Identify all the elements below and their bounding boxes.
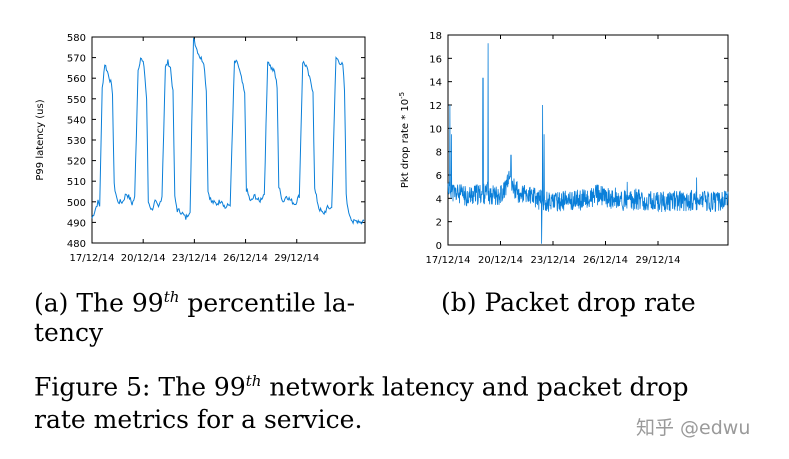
chart-a-series-line xyxy=(91,37,365,225)
chart-a-ytick-label: 490 xyxy=(67,218,86,229)
chart-a-xtick-label: 23/12/14 xyxy=(172,253,217,264)
chart-a-ytick-label: 480 xyxy=(67,239,86,250)
chart-b-x-ticks: 17/12/14 20/12/14 23/12/14 26/12/14 29/12/14 xyxy=(426,35,681,266)
chart-a-ytick-label: 550 xyxy=(67,95,86,106)
chart-a-xtick-label: 17/12/14 xyxy=(70,253,115,264)
subcaption-a: (a) The 99th percentile la- xyxy=(34,288,356,318)
chart-b-ytick-label: 14 xyxy=(429,78,442,89)
chart-a-xtick-label: 26/12/14 xyxy=(223,253,268,264)
chart-b-y-ticks: 0 2 4 6 8 10 12 14 16 18 xyxy=(429,31,728,252)
chart-b-ytick-label: 6 xyxy=(436,171,442,182)
chart-b-xtick-label: 26/12/14 xyxy=(583,255,628,266)
chart-b-ytick-label: 12 xyxy=(429,101,442,112)
chart-b-series-line xyxy=(447,43,729,244)
chart-b-ytick-label: 10 xyxy=(429,124,442,135)
chart-b-xtick-label: 23/12/14 xyxy=(531,255,576,266)
chart-a-ytick-label: 570 xyxy=(67,54,86,65)
chart-b-ytick-label: 2 xyxy=(436,218,442,229)
chart-a-ytick-label: 510 xyxy=(67,177,86,188)
subcaption-a-line2: tency xyxy=(34,318,104,347)
chart-a-frame xyxy=(91,36,366,244)
subcaption-b: (b) Packet drop rate xyxy=(441,288,696,317)
chart-b-drop-rate: 0 2 4 6 8 10 12 14 16 18 17/12/14 20/12/14 23/12/14… xyxy=(398,31,729,266)
chart-b-xtick-label: 29/12/14 xyxy=(636,255,681,266)
chart-a-xtick-label: 20/12/14 xyxy=(121,253,166,264)
chart-b-ytick-label: 16 xyxy=(429,54,442,65)
chart-b-ytick-label: 18 xyxy=(429,31,442,42)
chart-b-xtick-label: 20/12/14 xyxy=(478,255,523,266)
chart-a-ytick-label: 500 xyxy=(67,198,86,209)
watermark: 知乎 @edwu xyxy=(636,417,751,439)
chart-b-ylabel: Pkt drop rate * 10-5 xyxy=(398,92,411,188)
chart-a-ytick-label: 540 xyxy=(67,115,86,126)
chart-a-ytick-label: 530 xyxy=(67,136,86,147)
chart-a-ytick-label: 520 xyxy=(67,157,86,168)
chart-b-ytick-label: 4 xyxy=(436,194,442,205)
chart-b-xtick-label: 17/12/14 xyxy=(426,255,471,266)
chart-a-latency: 480 490 500 510 520 530 540 550 560 570 580 17/12/… xyxy=(35,33,366,264)
chart-b-ytick-label: 8 xyxy=(436,148,442,159)
chart-b-frame xyxy=(447,34,729,246)
figure-caption-line2: rate metrics for a service. xyxy=(34,405,363,434)
chart-a-ylabel: P99 latency (us) xyxy=(35,99,46,180)
chart-b-ytick-label: 0 xyxy=(436,241,442,252)
chart-a-xtick-label: 29/12/14 xyxy=(274,253,319,264)
chart-a-ytick-label: 580 xyxy=(67,33,86,44)
chart-a-ytick-label: 560 xyxy=(67,74,86,85)
chart-a-x-ticks: 17/12/14 20/12/14 23/12/14 26/12/14 29/12/14 xyxy=(70,37,319,264)
figure-caption: Figure 5: The 99th network latency and p… xyxy=(34,372,689,402)
chart-a-y-ticks: 480 490 500 510 520 530 540 550 560 570 580 xyxy=(67,33,365,250)
